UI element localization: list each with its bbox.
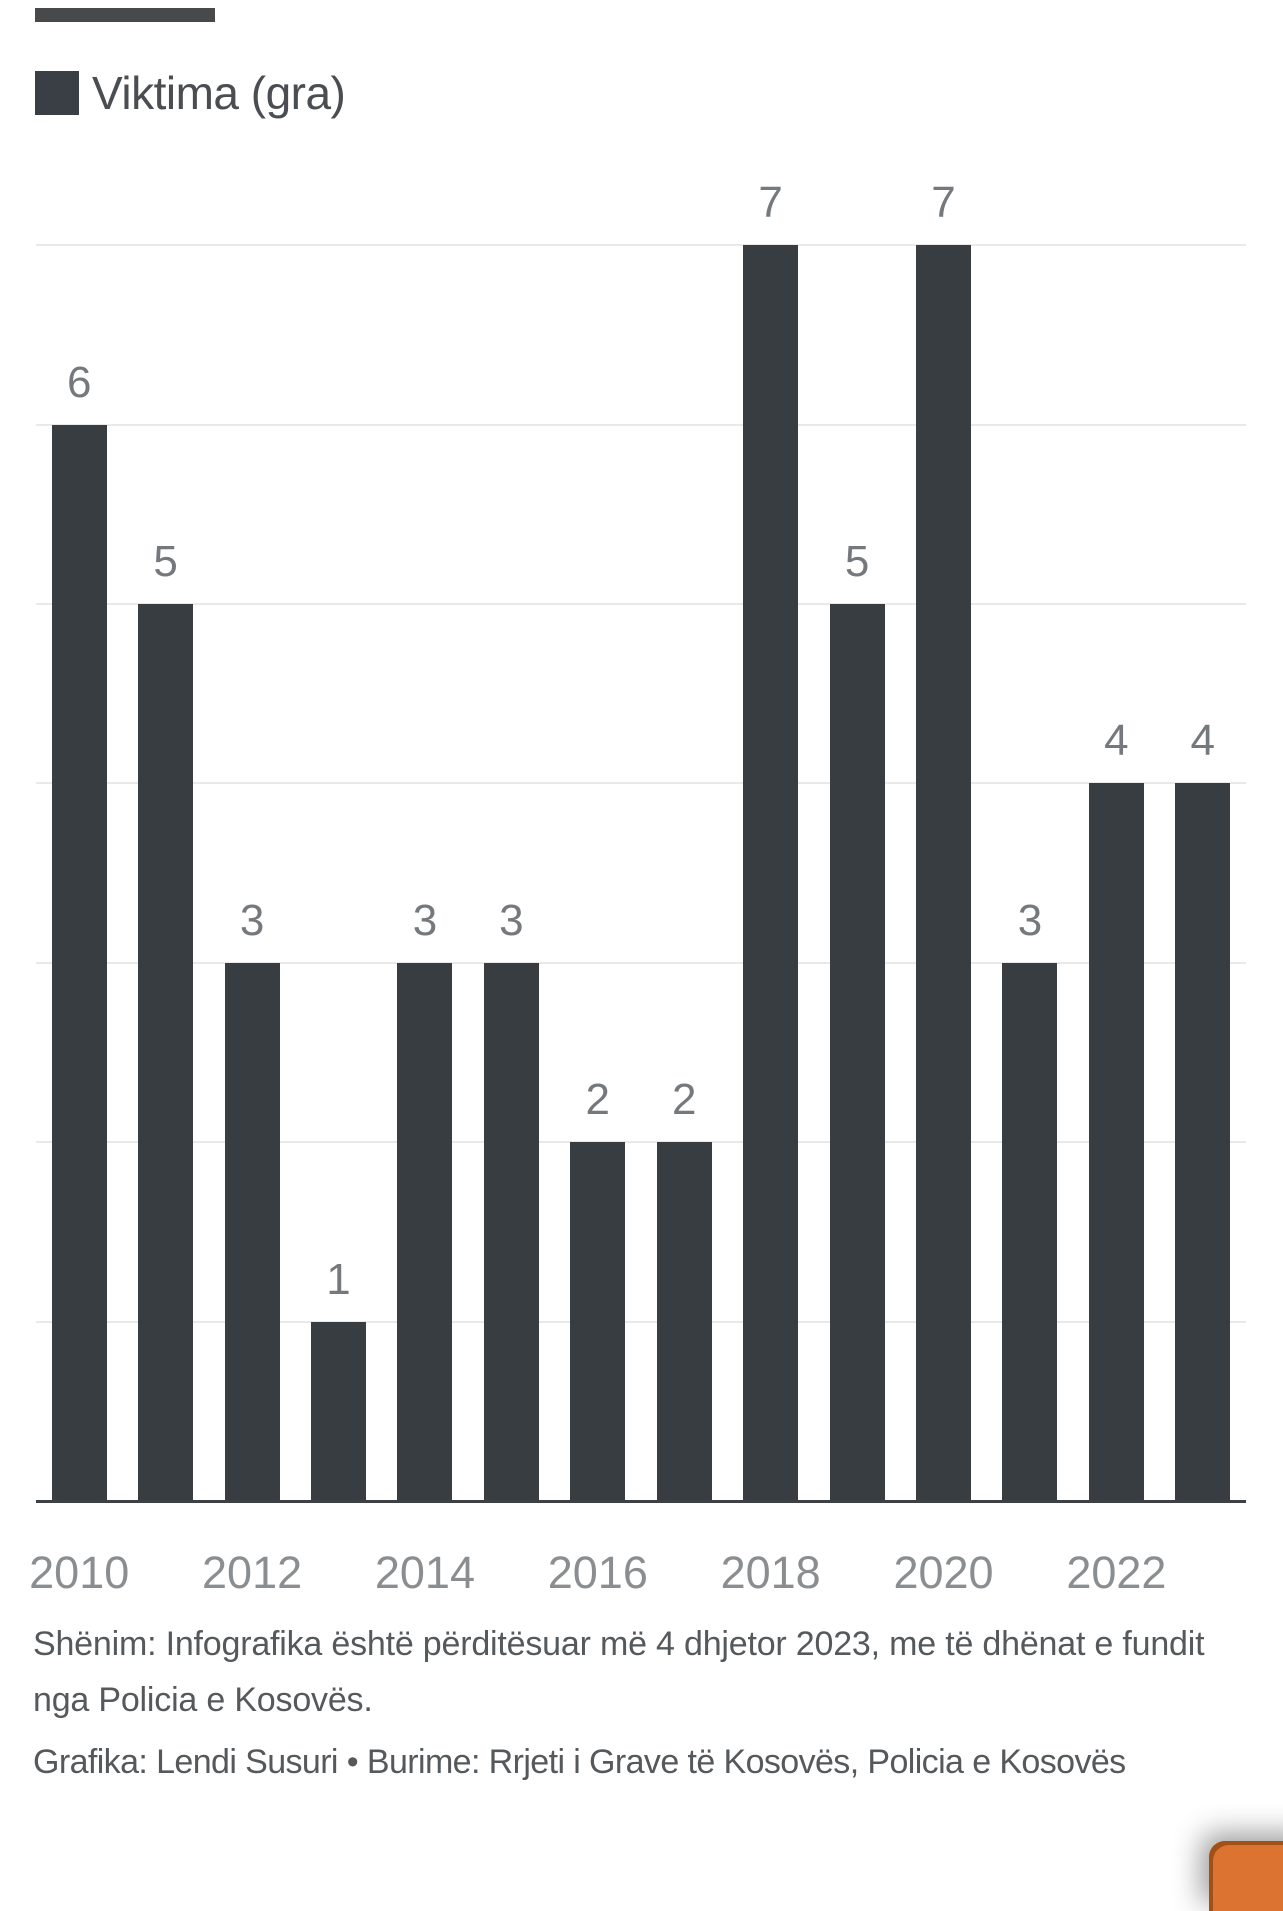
bar-2021[interactable] bbox=[1002, 962, 1058, 1501]
bar-value-label: 7 bbox=[758, 178, 783, 228]
bar-value-label: 1 bbox=[326, 1254, 351, 1304]
bar-value-label: 6 bbox=[66, 357, 92, 407]
x-tick-label-2020: 2020 bbox=[893, 1547, 994, 1598]
bar-2020[interactable] bbox=[916, 245, 971, 1501]
bar-2011[interactable] bbox=[138, 604, 194, 1501]
chart-note: Shënim: Infografika është përditësuar më… bbox=[33, 1625, 1205, 1720]
legend-swatch-icon bbox=[35, 71, 79, 115]
gridline bbox=[36, 423, 1246, 426]
bar-2022[interactable] bbox=[1088, 783, 1144, 1501]
bar-2018[interactable] bbox=[743, 245, 799, 1501]
bar-value-label: 3 bbox=[1017, 895, 1043, 945]
legend: Viktima (gra) bbox=[35, 67, 346, 119]
bar-2012[interactable] bbox=[224, 962, 280, 1501]
bar-2023[interactable] bbox=[1175, 783, 1231, 1501]
x-axis-line bbox=[36, 1500, 1246, 1503]
bar-value-label: 3 bbox=[239, 895, 265, 945]
bar-2010[interactable] bbox=[51, 424, 107, 1501]
bar-2017[interactable] bbox=[656, 1142, 712, 1501]
gridline bbox=[36, 244, 1246, 247]
x-tick-label-2012: 2012 bbox=[202, 1547, 303, 1598]
bar-value-label: 2 bbox=[671, 1075, 697, 1125]
bar-value-label: 7 bbox=[931, 178, 956, 228]
gridline bbox=[36, 603, 1246, 605]
bar-value-label: 3 bbox=[499, 895, 524, 945]
x-tick-label-2010: 2010 bbox=[29, 1547, 130, 1598]
bar-2019[interactable] bbox=[829, 604, 885, 1501]
bar-value-label: 4 bbox=[1190, 716, 1216, 766]
x-tick-label-2016: 2016 bbox=[547, 1547, 648, 1598]
bar-value-label: 3 bbox=[412, 895, 438, 945]
bar-value-label: 2 bbox=[585, 1075, 611, 1125]
gridline bbox=[36, 782, 1246, 785]
bar-value-label: 4 bbox=[1104, 716, 1129, 766]
x-tick-label-2014: 2014 bbox=[374, 1547, 475, 1598]
gridline bbox=[36, 961, 1246, 964]
bar-2015[interactable] bbox=[483, 962, 539, 1501]
datawrapper-attribution-button[interactable] bbox=[1209, 1841, 1283, 1911]
legend-label: Viktima (gra) bbox=[92, 67, 346, 119]
x-tick-label-2018: 2018 bbox=[720, 1547, 821, 1598]
bar-value-label: 5 bbox=[844, 537, 870, 586]
bar-2014[interactable] bbox=[397, 962, 453, 1501]
gridline bbox=[36, 1320, 1246, 1323]
header-bar bbox=[35, 8, 215, 22]
chart-credit: Grafika: Lendi Susuri • Burime: Rrjeti i… bbox=[33, 1743, 1126, 1781]
bar-2013[interactable] bbox=[311, 1321, 366, 1501]
x-tick-label-2022: 2022 bbox=[1066, 1547, 1167, 1598]
gridline bbox=[36, 1141, 1246, 1144]
bar-2016[interactable] bbox=[570, 1142, 626, 1501]
bar-value-label: 5 bbox=[153, 537, 178, 586]
